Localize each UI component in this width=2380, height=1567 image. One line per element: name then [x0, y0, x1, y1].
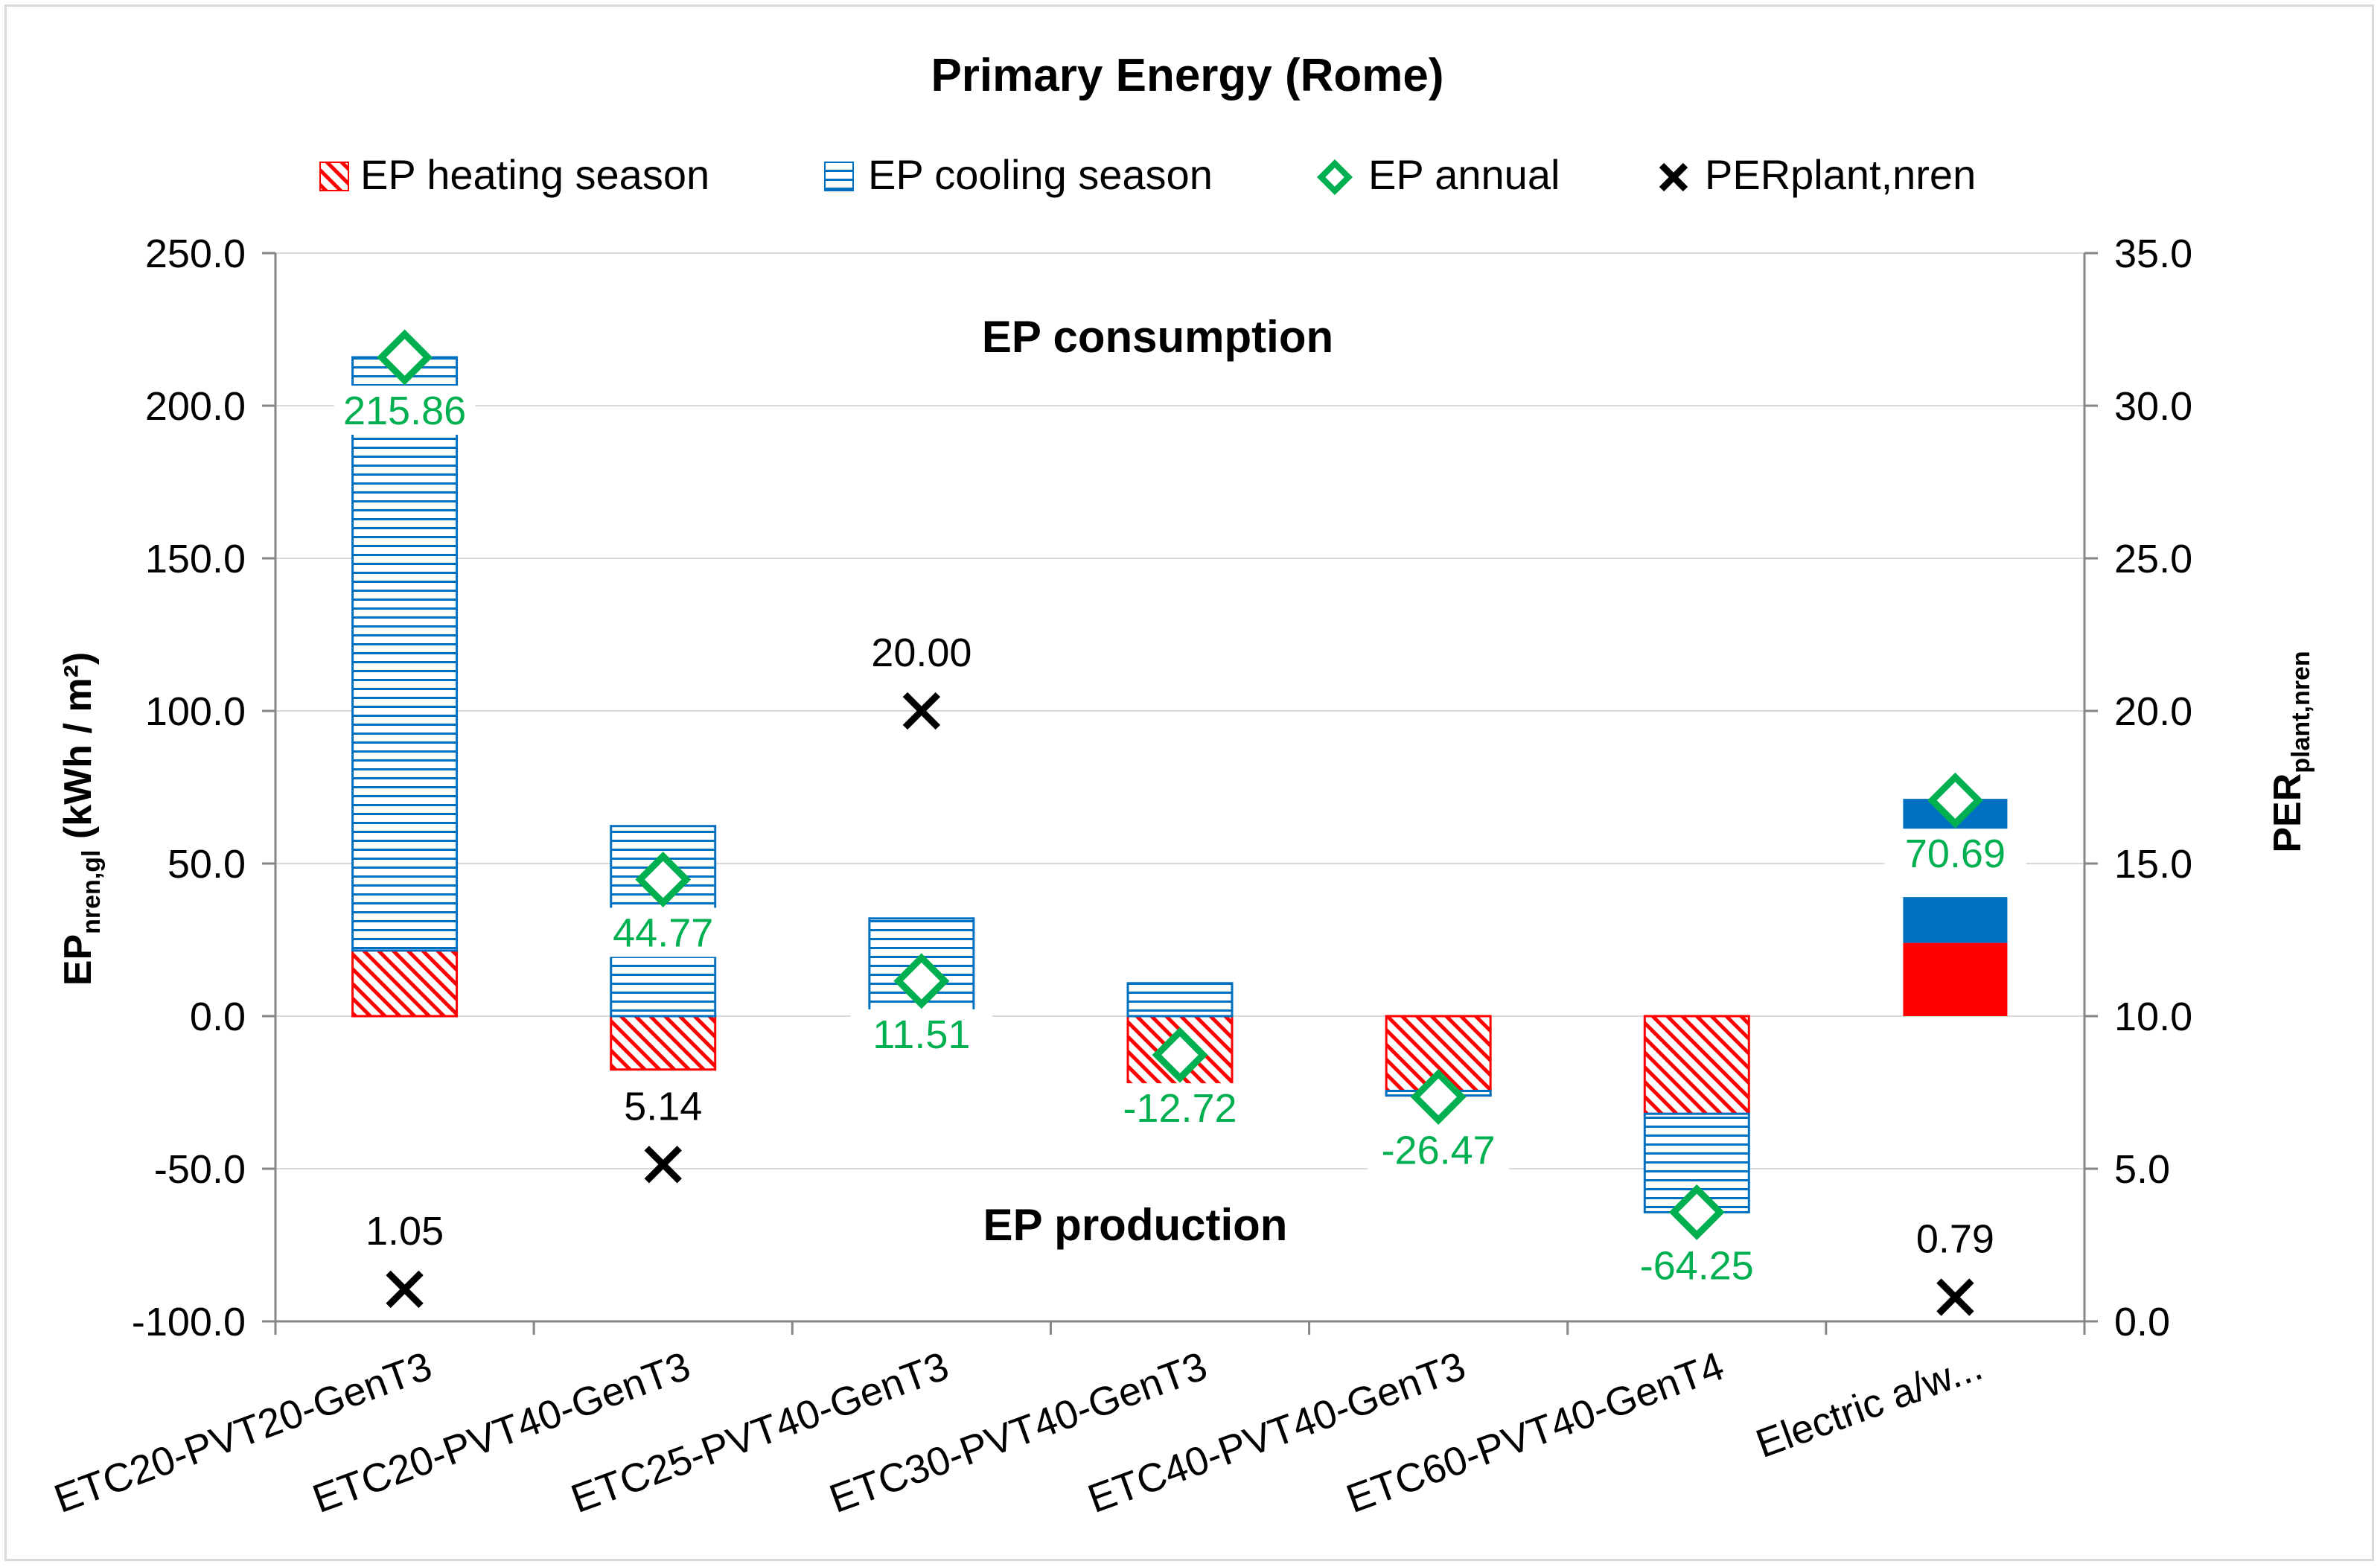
- per-marker: [386, 1270, 424, 1309]
- annotation-consumption: EP consumption: [982, 312, 1333, 362]
- per-marker: [644, 1146, 682, 1184]
- y-tick-label-right: 30.0: [2114, 384, 2192, 429]
- legend-marker-per: [1659, 162, 1688, 192]
- label-mask: [1109, 1083, 1251, 1133]
- annual-marker: [1668, 1184, 1725, 1240]
- y-tick-label-right: 20.0: [2114, 689, 2192, 734]
- legend-swatch-heating: [319, 162, 349, 191]
- label-mask: [1368, 1125, 1510, 1175]
- annotation-production: EP production: [983, 1200, 1288, 1250]
- per-value-label: 0.79: [1916, 1217, 1994, 1262]
- chart-frame: [4, 4, 2374, 1561]
- y-tick-label-left: 100.0: [145, 689, 246, 734]
- per-marker-stroke: [644, 1146, 682, 1184]
- bar-cooling-season: [1903, 897, 2008, 943]
- y-tick-label-right: 10.0: [2114, 995, 2192, 1039]
- annual-marker: [1410, 1069, 1467, 1126]
- legend: EP heating season EP cooling season EP a…: [319, 151, 1976, 198]
- y-tick-label-right: 15.0: [2114, 842, 2192, 887]
- per-value-label: 5.14: [624, 1084, 702, 1129]
- legend-label-annual: EP annual: [1368, 151, 1560, 198]
- y-axis-label-right-sub: plant,nren: [2287, 651, 2315, 773]
- y-tick-label-left: 150.0: [145, 537, 246, 581]
- y-axis-label-right-main: PER: [2266, 773, 2309, 853]
- annual-value-label: -12.72: [1123, 1086, 1237, 1131]
- bar-cooling-season: [351, 356, 459, 952]
- y-axis-label-left-main: EP: [57, 934, 100, 986]
- legend-swatch-cooling: [824, 162, 854, 191]
- y-axis-label-right: PERplant,nren: [2266, 651, 2315, 852]
- annual-value-label: -64.25: [1640, 1243, 1754, 1288]
- y-tick-label-left: 50.0: [168, 842, 246, 887]
- bar-heating-season: [1903, 942, 2008, 1016]
- label-mask: [334, 385, 476, 435]
- annual-value-label: -26.47: [1382, 1129, 1496, 1173]
- label-mask: [1884, 829, 2026, 878]
- svg-text:EPnren,gl (kWh / m²): EPnren,gl (kWh / m²): [57, 652, 106, 986]
- y-tick-label-left: 200.0: [145, 384, 246, 429]
- y-tick-label-left: 250.0: [145, 232, 246, 276]
- markers: [377, 329, 1983, 1316]
- label-mask: [592, 907, 734, 957]
- bar-heating-season: [1643, 1015, 1750, 1115]
- y-axis-label-left-sub: nren,gl: [77, 850, 106, 934]
- annual-value-label: 44.77: [613, 910, 713, 955]
- bar-heating-season: [351, 949, 459, 1018]
- y-tick-label-left: -100.0: [132, 1300, 246, 1344]
- annual-marker: [1927, 772, 1983, 829]
- x-tick-label: Electric a/w...: [1750, 1344, 1988, 1467]
- legend-label-cooling: EP cooling season: [868, 151, 1213, 198]
- y-tick-label-right: 5.0: [2114, 1147, 2170, 1192]
- y-tick-label-right: 25.0: [2114, 537, 2192, 581]
- annual-marker: [1152, 1027, 1208, 1083]
- annual-value-label: 70.69: [1905, 832, 2006, 876]
- gridlines: [275, 252, 2084, 1322]
- chart-title: Primary Energy (Rome): [931, 50, 1443, 101]
- y-tick-label-right: 35.0: [2114, 232, 2192, 276]
- per-marker: [1936, 1278, 1974, 1316]
- y-tick-label-left: -50.0: [154, 1147, 246, 1192]
- per-value-label: 20.00: [871, 631, 972, 675]
- y-tick-label-left: 0.0: [190, 995, 246, 1039]
- annual-marker: [377, 329, 433, 386]
- annual-value-label: 11.51: [872, 1012, 970, 1057]
- svg-text:PERplant,nren: PERplant,nren: [2266, 651, 2315, 852]
- annual-marker: [893, 953, 950, 1009]
- per-marker: [902, 692, 941, 730]
- legend-label-heating: EP heating season: [360, 151, 709, 198]
- annual-marker: [635, 851, 692, 907]
- label-mask: [850, 1009, 992, 1059]
- per-marker-stroke: [386, 1270, 424, 1309]
- per-marker-stroke: [902, 692, 941, 730]
- data-labels: 215.86 44.77 11.51 -12.72 -26.47 -64.25 70.69 1…: [334, 385, 2026, 1290]
- y-tick-label-right: 0.0: [2114, 1300, 2170, 1344]
- annual-value-label: 215.86: [343, 389, 466, 433]
- per-marker-stroke: [1936, 1278, 1974, 1316]
- y-axis-label-left-units: (kWh / m²): [57, 652, 100, 850]
- bar-cooling-season: [1126, 982, 1234, 1018]
- bar-heating-season: [610, 1015, 717, 1071]
- per-value-label: 1.05: [366, 1209, 444, 1254]
- legend-label-per: PERplant,nren: [1705, 151, 1976, 198]
- legend-marker-annual: [1316, 159, 1353, 196]
- bars: [351, 356, 2008, 1213]
- y-axis-label-left: EPnren,gl (kWh / m²): [57, 652, 106, 986]
- label-mask: [1626, 1240, 1768, 1290]
